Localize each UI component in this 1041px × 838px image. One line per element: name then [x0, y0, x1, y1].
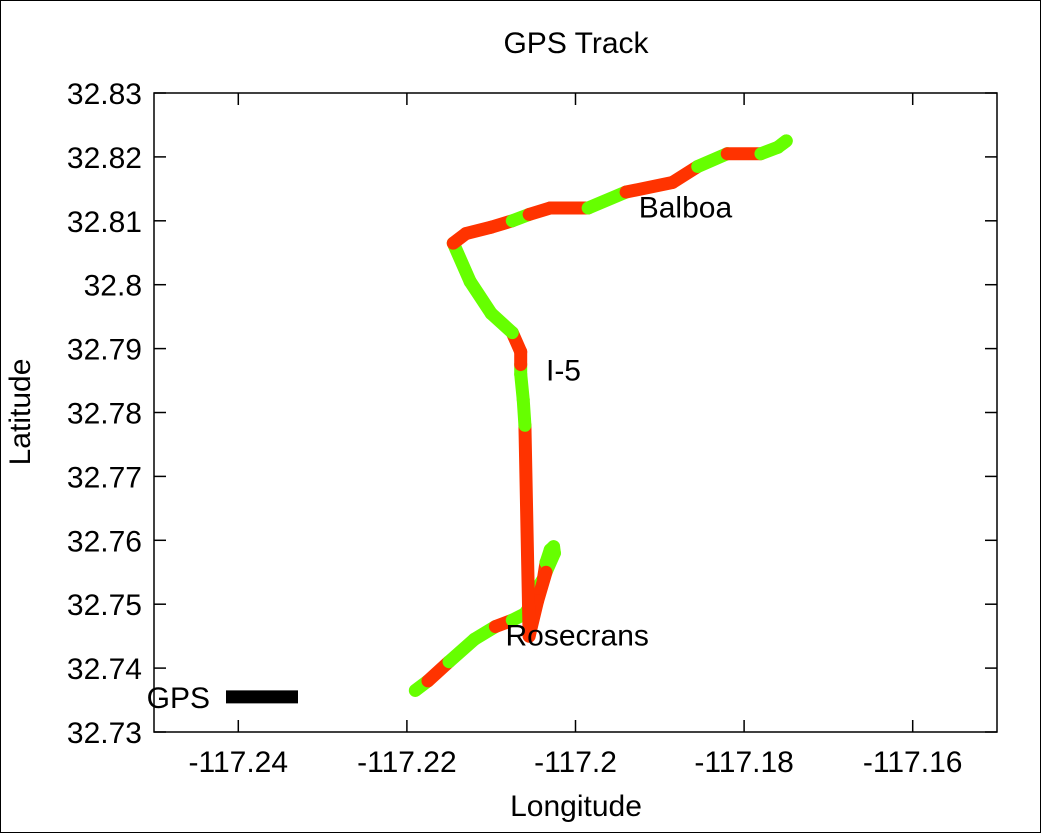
track-segment [518, 418, 536, 643]
x-tick-label: -117.16 [863, 746, 963, 779]
x-axis: -117.24 -117.22 -117.2 -117.18 -117.16 [189, 93, 963, 779]
x-axis-title: Longitude [510, 790, 642, 823]
x-tick-label: -117.18 [694, 746, 794, 779]
y-tick-label: 32.74 [67, 653, 142, 686]
y-tick-label: 32.75 [67, 589, 142, 622]
track-segment [619, 175, 679, 199]
y-tick-label: 32.82 [67, 142, 142, 175]
y-tick-label: 32.81 [67, 206, 142, 239]
annotation-label: Balboa [639, 192, 733, 225]
x-tick-label: -117.2 [534, 746, 617, 779]
annotation-layer: Balboa I-5 Rosecrans [506, 192, 733, 653]
y-tick-label: 32.73 [67, 717, 142, 750]
track-segment [446, 236, 477, 289]
y-tick-label: 32.8 [84, 270, 142, 303]
y-tick-label: 32.79 [67, 334, 142, 367]
x-tick-label: -117.22 [357, 746, 457, 779]
y-tick-label: 32.77 [67, 461, 142, 494]
y-tick-label: 32.78 [67, 398, 142, 431]
track-segment [775, 134, 793, 151]
y-tick-label: 32.76 [67, 525, 142, 558]
y-tick-label: 32.83 [67, 78, 142, 111]
annotation-label: Rosecrans [506, 620, 649, 653]
y-axis-title: Latitude [4, 359, 37, 466]
track-layer [408, 134, 793, 697]
x-tick-label: -117.24 [189, 746, 289, 779]
annotation-label: I-5 [546, 355, 581, 388]
track-segment [581, 185, 633, 215]
legend: GPS [147, 682, 298, 715]
legend-label: GPS [147, 682, 210, 715]
chart-title: GPS Track [503, 27, 649, 60]
y-axis: 32.7332.7432.7532.7632.7732.7832.7932.83… [67, 78, 997, 750]
